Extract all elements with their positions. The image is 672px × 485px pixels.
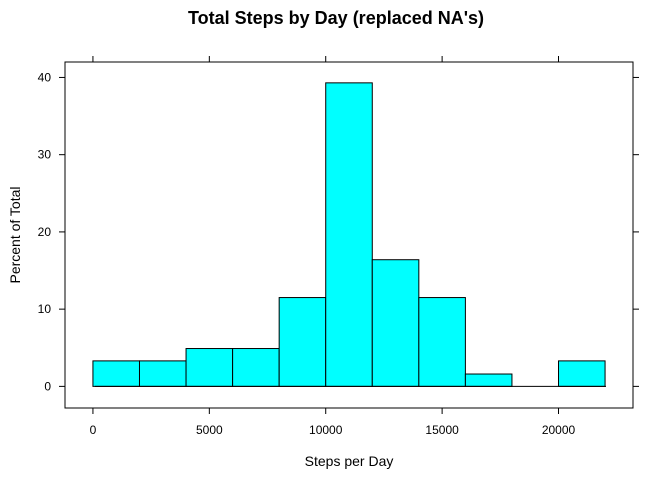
histogram-bar (232, 348, 280, 387)
histogram-bar (558, 360, 606, 387)
x-axis-label: Steps per Day (305, 453, 394, 469)
x-tick-label: 10000 (309, 423, 343, 437)
y-tick-label: 10 (38, 302, 52, 316)
plot-frame (64, 61, 634, 409)
bars-group (92, 82, 606, 387)
y-tick-label: 20 (38, 225, 52, 239)
x-tick-label: 20000 (542, 423, 576, 437)
y-tick-label: 30 (38, 148, 52, 162)
x-tick-label: 0 (90, 423, 97, 437)
y-tick-label: 40 (38, 70, 52, 84)
y-tick-label: 0 (44, 379, 51, 393)
histogram-bar (92, 360, 140, 387)
x-tick-label: 15000 (425, 423, 459, 437)
y-axis: 0 10 20 30 40 (38, 70, 639, 393)
histogram-bar (138, 360, 187, 387)
histogram-bar (278, 297, 327, 387)
chart-title: Total Steps by Day (replaced NA's) (188, 8, 484, 28)
histogram-bar (418, 297, 466, 387)
y-axis-label: Percent of Total (7, 186, 23, 283)
histogram-bar (325, 82, 373, 387)
x-axis: 0 5000 10000 15000 20000 (90, 56, 576, 437)
histogram-bar (185, 348, 234, 387)
histogram-bar (371, 259, 420, 387)
x-tick-label: 5000 (196, 423, 223, 437)
histogram-bar (464, 373, 513, 387)
